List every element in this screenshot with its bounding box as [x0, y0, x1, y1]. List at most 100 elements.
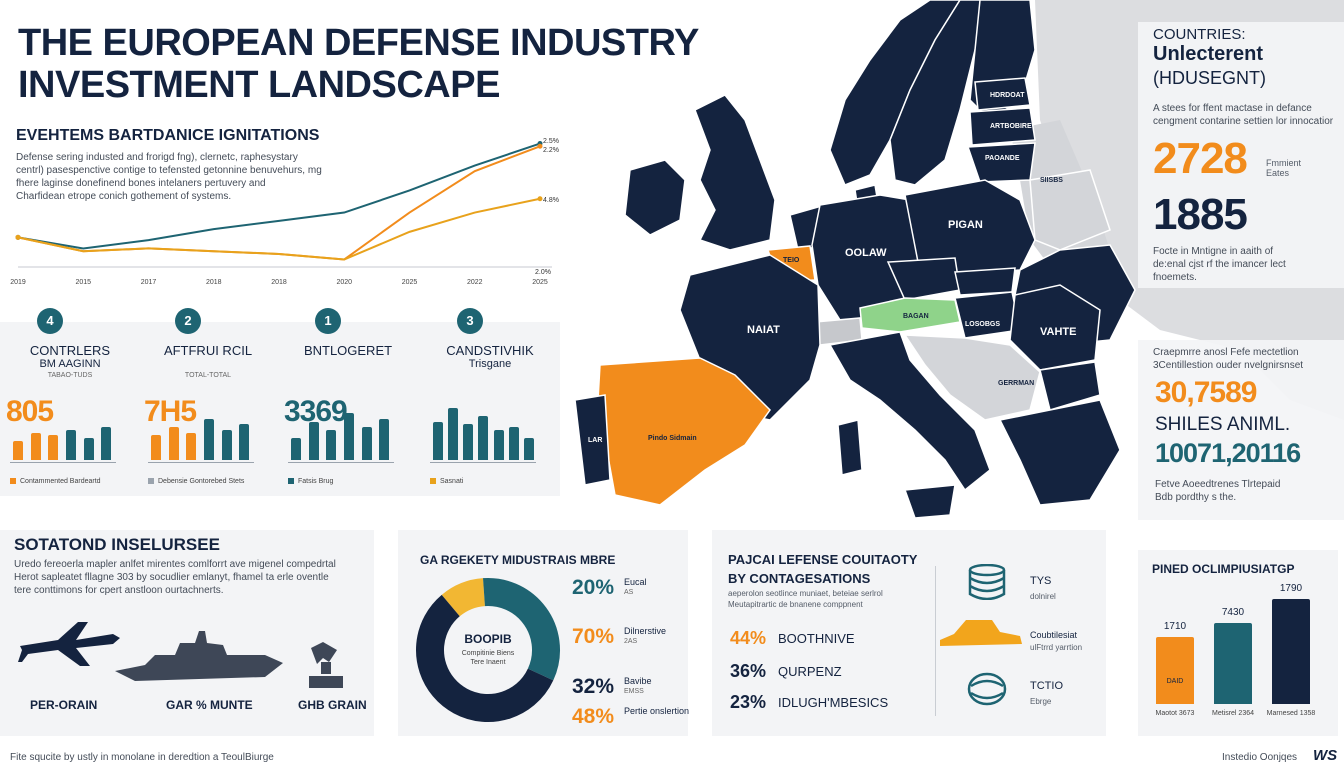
- capacity-percent: 36%: [730, 661, 767, 681]
- map-label-east: LOSOBGS: [965, 321, 1000, 328]
- title-line-1: THE EUROPEAN DEFENSE INDUSTRY: [18, 22, 699, 64]
- industry-percent: 20%: [572, 576, 615, 599]
- line-point: [537, 143, 543, 149]
- belarus: [1029, 169, 1111, 251]
- donut-center-value: BOOPIB: [464, 632, 512, 646]
- stat-card-baseline: [430, 462, 536, 463]
- stat-card-subtitle: BM AAGINN: [39, 358, 101, 370]
- line-end-label: 2.5%: [543, 138, 559, 145]
- foot-line: Bdb pordthy s the.: [1155, 492, 1237, 503]
- line-series-3: [17, 197, 541, 261]
- map-label-russia: SIISBS: [1040, 177, 1063, 184]
- stat-card-bar-chart: [10, 405, 116, 460]
- stat-card-badge: 3: [457, 308, 483, 334]
- map-label-france: NAIAT: [747, 324, 780, 336]
- legend-label: Sasnati: [440, 478, 464, 485]
- x-tick-label: 2022: [467, 279, 483, 286]
- sardinia: [837, 419, 863, 476]
- stat-card-bar: [326, 429, 337, 460]
- legend-swatch: [430, 478, 436, 485]
- security-item-1: PER-ORAIN: [30, 698, 98, 712]
- x-tick-label: 2018: [271, 279, 287, 286]
- industry-sub: 2AS: [624, 638, 638, 645]
- x-tick-label: 2015: [75, 279, 91, 286]
- right-top-value-1-note: Fmmient Eates: [1266, 158, 1302, 178]
- stat-card-bar: [344, 413, 354, 460]
- capacity-icon-sub-1: dolnirel: [1030, 592, 1056, 601]
- stat-card-bar: [508, 427, 519, 460]
- stat-card-badge: 2: [175, 308, 201, 334]
- map-label-austria: BAGAN: [903, 313, 929, 320]
- stat-card-bar: [239, 424, 250, 460]
- donut-segment: [416, 578, 560, 722]
- foot-line: fnoemets.: [1153, 272, 1197, 283]
- capacity-label: IDLUGH'MBESICS: [778, 695, 889, 710]
- right-mid-panel: [1138, 340, 1344, 520]
- foot-line: Fetve Aoeedtrenes Tlrtepaid: [1155, 479, 1281, 490]
- map-label-balkan: GERRMAN: [998, 380, 1034, 387]
- security-item-2: GAR % MUNTE: [166, 698, 253, 712]
- fighter-jet-icon: [18, 622, 120, 666]
- legend-swatch: [148, 478, 154, 485]
- map-label-romania: VAHTE: [1040, 326, 1076, 338]
- legend-label: Contammented Bardeartd: [20, 478, 101, 485]
- capacity-percent: 23%: [730, 692, 767, 712]
- estonia: [974, 77, 1031, 111]
- romania: [1009, 284, 1101, 371]
- right-mid-value-2: 10071,20116: [1155, 438, 1301, 468]
- satellite-dish-icon: [967, 672, 1007, 706]
- intro-heading: EVEHTEMS BARTDANICE IGNITATIONS: [16, 127, 320, 144]
- footer-note: Fite squcite by ustly in monolane in der…: [10, 752, 274, 763]
- stat-card-bar: [379, 418, 390, 460]
- x-tick-label: 2019: [10, 279, 26, 286]
- ireland: [624, 159, 686, 236]
- text-line: Herot sapleatet fllagne 303 by socudlier…: [14, 572, 329, 583]
- latvia: [969, 107, 1036, 146]
- donut-center-sub: Compitinie Biens: [462, 650, 515, 657]
- radar-vehicle-icon: [309, 642, 343, 688]
- bottom-panel-security: [0, 530, 374, 736]
- map-label-portugal: LAR: [588, 437, 602, 444]
- security-heading: SOTATOND INSELURSEE: [14, 535, 220, 554]
- right-top-foot: Focte in Mntigne in aaith of de:enal cjs…: [1153, 245, 1286, 284]
- procurement-bar-value: 7430: [1221, 606, 1245, 618]
- vehicle-icon: [940, 620, 1022, 646]
- stat-card-bar: [361, 427, 372, 460]
- line-point: [15, 234, 21, 240]
- intro-line: fhere laginse donefinend bones intelaner…: [16, 178, 266, 189]
- procurement-year-label: Metisrel 2364: [1211, 710, 1255, 717]
- capacity-icon-label-3: TCTIO: [1030, 680, 1063, 692]
- stat-card-sub: TOTAL-TOTAL: [184, 372, 232, 379]
- stat-card-bar: [13, 440, 23, 460]
- desc-line: Craepmrre anosl Fefe mectetlion: [1153, 347, 1299, 358]
- capacity-icon-label-1: TYS: [1030, 575, 1052, 587]
- right-top-label: COUNTRIES:: [1153, 26, 1246, 43]
- right-mid-desc: Craepmrre anosl Fefe mectetlion 3Centill…: [1153, 346, 1303, 372]
- stat-card-sub: TABAO-TUDS: [47, 372, 93, 379]
- map-label-spain: Pindo Sidmain: [648, 435, 697, 442]
- stat-card-bar: [48, 435, 59, 460]
- legend-label: Debensie Gontorebed Stets: [158, 478, 245, 485]
- foot-line: de:enal cjst rf the imancer lect: [1153, 259, 1286, 270]
- donut-center-sub: Tere Inaent: [470, 659, 505, 666]
- title-line-2: INVESTMENT LANDSCAPE: [18, 64, 500, 106]
- capacity-icon-sub-2: ulFtrrd yarrtion: [1030, 643, 1083, 652]
- procurement-heading: PINED OCLIMPIUSIATGP: [1152, 562, 1295, 576]
- security-text: Uredo fereoerla mapler anlfet mirentes c…: [14, 558, 369, 597]
- industry-label: Bavibe: [624, 676, 652, 686]
- stat-card-bar-chart: [288, 405, 394, 460]
- right-top-subtitle: (HDUSEGNT): [1153, 68, 1266, 88]
- text-line: Uredo fereoerla mapler anlfet mirentes c…: [14, 559, 336, 570]
- sicily: [903, 484, 956, 519]
- stat-card-title: CONTRLERS: [29, 343, 111, 358]
- map-label-germany: OOLAW: [845, 247, 887, 259]
- line-point: [537, 196, 543, 202]
- capacity-label: BOOTHNIVE: [778, 631, 855, 646]
- stat-card-bar: [151, 435, 161, 460]
- stat-cards-panel: [0, 322, 560, 496]
- slovakia: [954, 267, 1016, 296]
- stat-card-subtitle: Trisgane: [468, 358, 512, 370]
- intro-text: Defense sering industed and frorigd fng)…: [16, 151, 356, 203]
- footer-credit: Instedio Oonjqes: [1222, 752, 1298, 763]
- right-mid-foot: Fetve Aoeedtrenes Tlrtepaid Bdb pordthy …: [1155, 478, 1280, 504]
